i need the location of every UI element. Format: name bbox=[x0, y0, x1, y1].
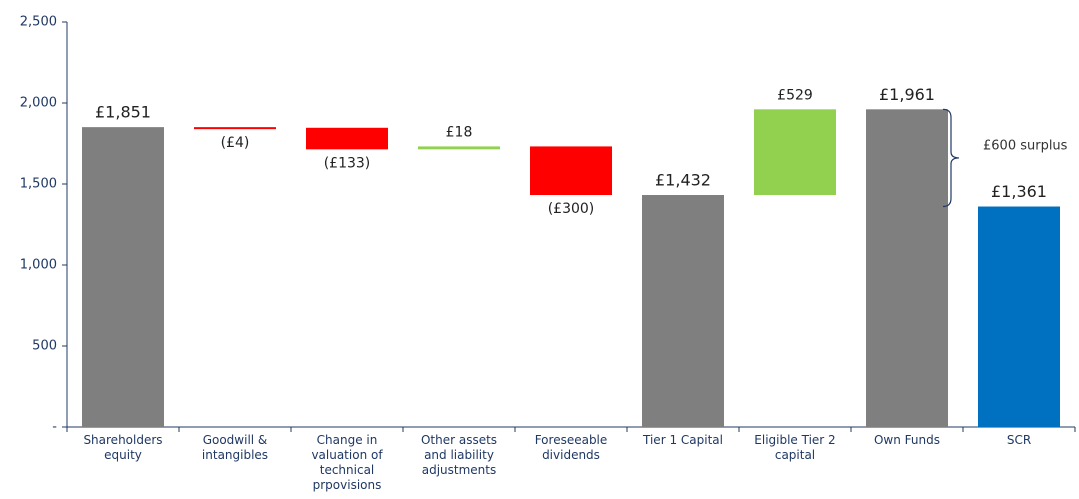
bar bbox=[642, 195, 724, 427]
bar bbox=[194, 127, 276, 130]
x-tick-label: Eligible Tier 2 capital bbox=[754, 433, 836, 462]
x-tick-label: Other assets and liability adjustments bbox=[420, 433, 498, 477]
data-label: £18 bbox=[446, 124, 473, 140]
x-tick-label: Foreseeable dividends bbox=[534, 433, 608, 462]
brace bbox=[942, 108, 960, 208]
x-tick-label: Goodwill & intangibles bbox=[201, 433, 269, 462]
data-label: £529 bbox=[777, 87, 813, 103]
y-tick-label: 500 bbox=[32, 339, 57, 354]
y-tick-label: - bbox=[52, 420, 57, 435]
y-tick-label: 1,000 bbox=[20, 258, 57, 273]
bar bbox=[866, 109, 948, 428]
data-label: £1,361 bbox=[991, 182, 1047, 201]
x-tick-label: Tier 1 Capital bbox=[643, 433, 723, 447]
bar bbox=[978, 206, 1060, 427]
data-label: (£133) bbox=[324, 155, 371, 171]
y-tick-label: 1,500 bbox=[20, 177, 57, 192]
data-label: (£4) bbox=[221, 135, 250, 151]
data-label: £1,432 bbox=[655, 171, 711, 190]
y-tick-label: 2,500 bbox=[20, 15, 57, 30]
bar bbox=[754, 109, 836, 196]
y-tick-label: 2,000 bbox=[20, 96, 57, 111]
x-tick-label: SCR bbox=[1006, 433, 1032, 447]
bar bbox=[82, 127, 164, 427]
annotation: £600 surplus bbox=[983, 138, 1068, 153]
bar bbox=[306, 127, 388, 150]
bar bbox=[418, 146, 500, 150]
x-tick-label: Shareholders equity bbox=[83, 433, 163, 462]
data-label: £1,851 bbox=[95, 103, 151, 122]
data-label: £1,961 bbox=[879, 85, 935, 104]
bar bbox=[530, 146, 612, 196]
x-tick-label: Own Funds bbox=[873, 433, 940, 447]
data-label: (£300) bbox=[548, 201, 595, 217]
x-tick-label: Change in valuation of technical prpovis… bbox=[311, 433, 383, 492]
